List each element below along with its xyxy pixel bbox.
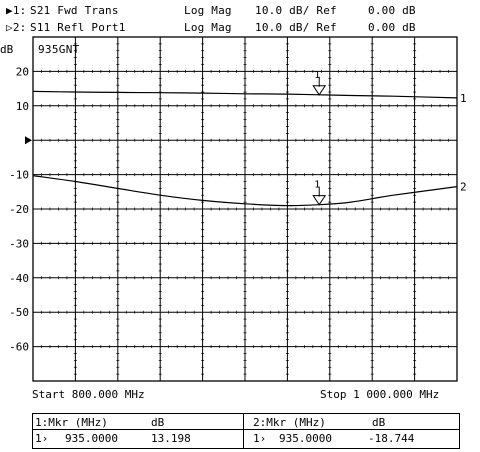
trace-1-ref: 0.00 dB <box>368 4 416 17</box>
marker-2-header-label: 2:Mkr (MHz) <box>253 416 326 429</box>
marker-symbols: 11 <box>312 70 327 206</box>
y-tick-label: -30 <box>9 237 29 250</box>
marker-1-header-label: 1:Mkr (MHz) <box>35 416 108 429</box>
y-tick-label: -60 <box>9 341 29 354</box>
marker-readout-table: 1:Mkr (MHz) dB 1› 935.0000 13.198 2:Mkr … <box>32 413 460 449</box>
y-tick-label: -10 <box>9 169 29 182</box>
y-tick-label: 20 <box>16 65 29 78</box>
y-tick-label: 10 <box>16 100 29 113</box>
trace-line-1 <box>32 90 458 99</box>
marker-1-label: 1 <box>314 70 320 81</box>
marker-2-header-unit: dB <box>372 416 386 429</box>
y-tick-label: -40 <box>9 272 29 285</box>
marker-2-triangle <box>312 195 327 206</box>
y-tick-label: -50 <box>9 306 29 319</box>
marker-2-column: 2:Mkr (MHz) dB 1› 935.0000 -18.744 <box>244 414 459 448</box>
trace-2-marker: ▷2: <box>6 21 27 34</box>
marker-1-value: 13.198 <box>151 432 191 445</box>
start-frequency: Start 800.000 MHz <box>32 388 145 401</box>
marker-1-triangle <box>312 85 327 96</box>
plot-grid <box>32 36 458 382</box>
marker-1-column: 1:Mkr (MHz) dB 1› 935.0000 13.198 <box>33 414 244 448</box>
trace-2-ref: 0.00 dB <box>368 21 416 34</box>
trace-2-format: Log Mag <box>184 21 232 34</box>
trace-2-param: S11 Refl Port1 <box>30 21 126 34</box>
marker-2-index: 1› <box>253 432 267 445</box>
y-tick-labels: 20 10 -10 -20 -30 -40 -50 -60 <box>9 65 32 354</box>
marker-1-header: 1:Mkr (MHz) dB <box>33 416 243 430</box>
marker-1-frequency: 935.0000 <box>65 432 118 445</box>
trace-identifier: 935GNT <box>38 43 80 56</box>
marker-2-value: -18.744 <box>368 432 415 445</box>
marker-2-frequency: 935.0000 <box>279 432 332 445</box>
marker-1-header-unit: dB <box>151 416 165 429</box>
header-trace-2: ▷2: S11 Refl Port1 Log Mag 10.0 dB/ Ref … <box>6 21 416 35</box>
trace-1-scale: 10.0 dB/ Ref <box>255 4 337 17</box>
trace-1-marker: ▶1: <box>6 4 27 17</box>
trace-end-label-2: 2 <box>460 181 467 194</box>
trace-line-2 <box>32 175 458 207</box>
reference-position-arrow <box>25 136 32 145</box>
stop-frequency: Stop 1 000.000 MHz <box>320 388 440 401</box>
trace-1-param: S21 Fwd Trans <box>30 4 119 17</box>
trace-lines: 12 <box>32 90 467 207</box>
trace-2-scale: 10.0 dB/ Ref <box>255 21 337 34</box>
marker-2-header: 2:Mkr (MHz) dB <box>244 416 459 430</box>
y-axis-unit: dB <box>0 43 14 56</box>
marker-1-index: 1› <box>35 432 49 445</box>
marker-2-row: 1› 935.0000 -18.744 <box>244 432 459 445</box>
header-trace-1: ▶1: S21 Fwd Trans Log Mag 10.0 dB/ Ref 0… <box>6 4 416 18</box>
y-tick-label: -20 <box>9 203 29 216</box>
trace-end-label-1: 1 <box>460 92 467 105</box>
marker-1-row: 1› 935.0000 13.198 <box>33 432 243 445</box>
trace-1-format: Log Mag <box>184 4 232 17</box>
marker-2-label: 1 <box>314 180 320 191</box>
